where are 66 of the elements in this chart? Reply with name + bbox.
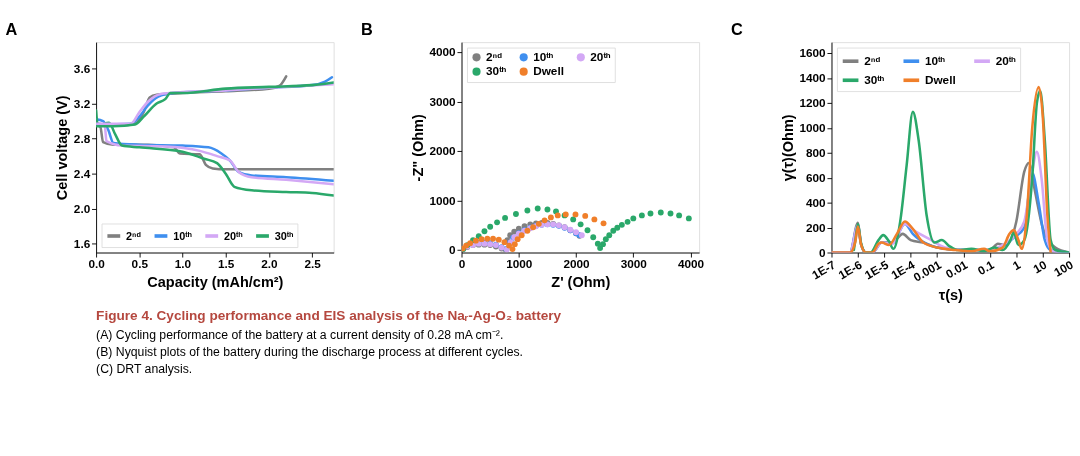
x-axis-title: Capacity (mAh/cm²) xyxy=(147,273,284,290)
x-tick-label: 3000 xyxy=(620,257,648,271)
y-tick-label: 400 xyxy=(806,195,827,209)
y-tick-label: 2000 xyxy=(429,144,457,158)
x-axis-title: Z' (Ohm) xyxy=(551,273,611,290)
x-tick-label: 1E-5 xyxy=(862,257,891,282)
legend-label: 2ⁿᵈ xyxy=(864,53,881,67)
x-tick-label: 1E-7 xyxy=(809,257,838,282)
x-tick-label: 0 xyxy=(458,257,466,271)
x-tick-label: 0.01 xyxy=(943,257,970,281)
x-tick-label: 1E-6 xyxy=(835,257,865,282)
y-tick-label: 3000 xyxy=(429,94,457,108)
legend-label: 10ᵗʰ xyxy=(173,229,192,242)
text: (A) Cycling performance of the battery at a current density of 0.28 mA cm⁻². xyxy=(96,327,504,342)
legend-label: 30ᵗʰ xyxy=(274,229,294,242)
y-axis-title: Cell voltage (V) xyxy=(54,95,71,201)
x-tick-label: 2.5 xyxy=(304,257,322,271)
y-tick-label: 1.6 xyxy=(73,236,91,250)
y-axis-title: -Z" (Ohm) xyxy=(410,114,427,182)
chart-title: B xyxy=(360,19,373,38)
legend-label: 20ᵗʰ xyxy=(223,229,243,242)
y-tick-label: 2.8 xyxy=(73,131,91,145)
y-tick-label: 0 xyxy=(449,243,457,257)
legend-label: 20ᵗʰ xyxy=(590,49,611,63)
y-tick-label: 1200 xyxy=(799,96,827,110)
x-tick-label: 1 xyxy=(1010,257,1023,273)
y-tick-label: 800 xyxy=(806,146,827,160)
y-tick-label: 2.4 xyxy=(73,166,91,180)
x-tick-label: 0.0 xyxy=(88,257,106,271)
text: (C) DRT analysis. xyxy=(96,362,193,377)
caption: Figure 4. Cycling performance and EIS analysis of the Naᵣ-Ag-O₂ battery xyxy=(96,307,562,323)
y-tick-label: 3.2 xyxy=(73,96,91,110)
legend-label: 10ᵗʰ xyxy=(924,53,946,67)
y-tick-label: 1000 xyxy=(429,193,457,207)
x-axis-title: τ(s) xyxy=(938,286,964,303)
y-tick-label: 4000 xyxy=(429,45,457,59)
legend-label: Dwell xyxy=(533,64,564,78)
y-tick-label: 200 xyxy=(806,220,827,234)
text: (B) Nyquist plots of the battery during the discharge process at different cycles. xyxy=(96,344,523,359)
legend-label: 30ᵗʰ xyxy=(486,64,507,78)
y-tick-label: 2.0 xyxy=(73,201,91,215)
x-tick-label: 1000 xyxy=(506,257,533,271)
y-tick-label: 3.6 xyxy=(73,61,91,75)
y-tick-label: 1000 xyxy=(799,121,827,135)
chart-title: A xyxy=(5,19,18,38)
x-tick-label: 2.0 xyxy=(261,257,278,271)
legend-label: Dwell xyxy=(924,72,956,86)
x-tick-label: 1.0 xyxy=(174,257,192,271)
x-tick-label: 10 xyxy=(1030,257,1050,276)
x-tick-label: 1.5 xyxy=(217,257,235,271)
legend-label: 2ⁿᵈ xyxy=(486,49,503,63)
y-axis-title: γ(τ)(Ohm) xyxy=(780,114,797,182)
x-tick-label: 0.5 xyxy=(131,257,149,271)
legend-label: 2ⁿᵈ xyxy=(126,229,141,242)
x-tick-label: 2000 xyxy=(563,257,591,271)
y-tick-label: 1400 xyxy=(799,71,827,85)
legend-label: 30ᵗʰ xyxy=(864,72,885,86)
legend-label: 10ᵗʰ xyxy=(533,49,554,63)
y-tick-label: 1600 xyxy=(799,46,827,60)
x-tick-label: 0.1 xyxy=(975,257,997,278)
x-tick-label: 100 xyxy=(1051,257,1076,279)
chart-title: C xyxy=(730,19,743,38)
y-tick-label: 0 xyxy=(819,245,827,259)
legend-label: 20ᵗʰ xyxy=(995,53,1017,67)
y-tick-label: 600 xyxy=(806,170,827,184)
x-tick-label: 4000 xyxy=(677,257,705,271)
